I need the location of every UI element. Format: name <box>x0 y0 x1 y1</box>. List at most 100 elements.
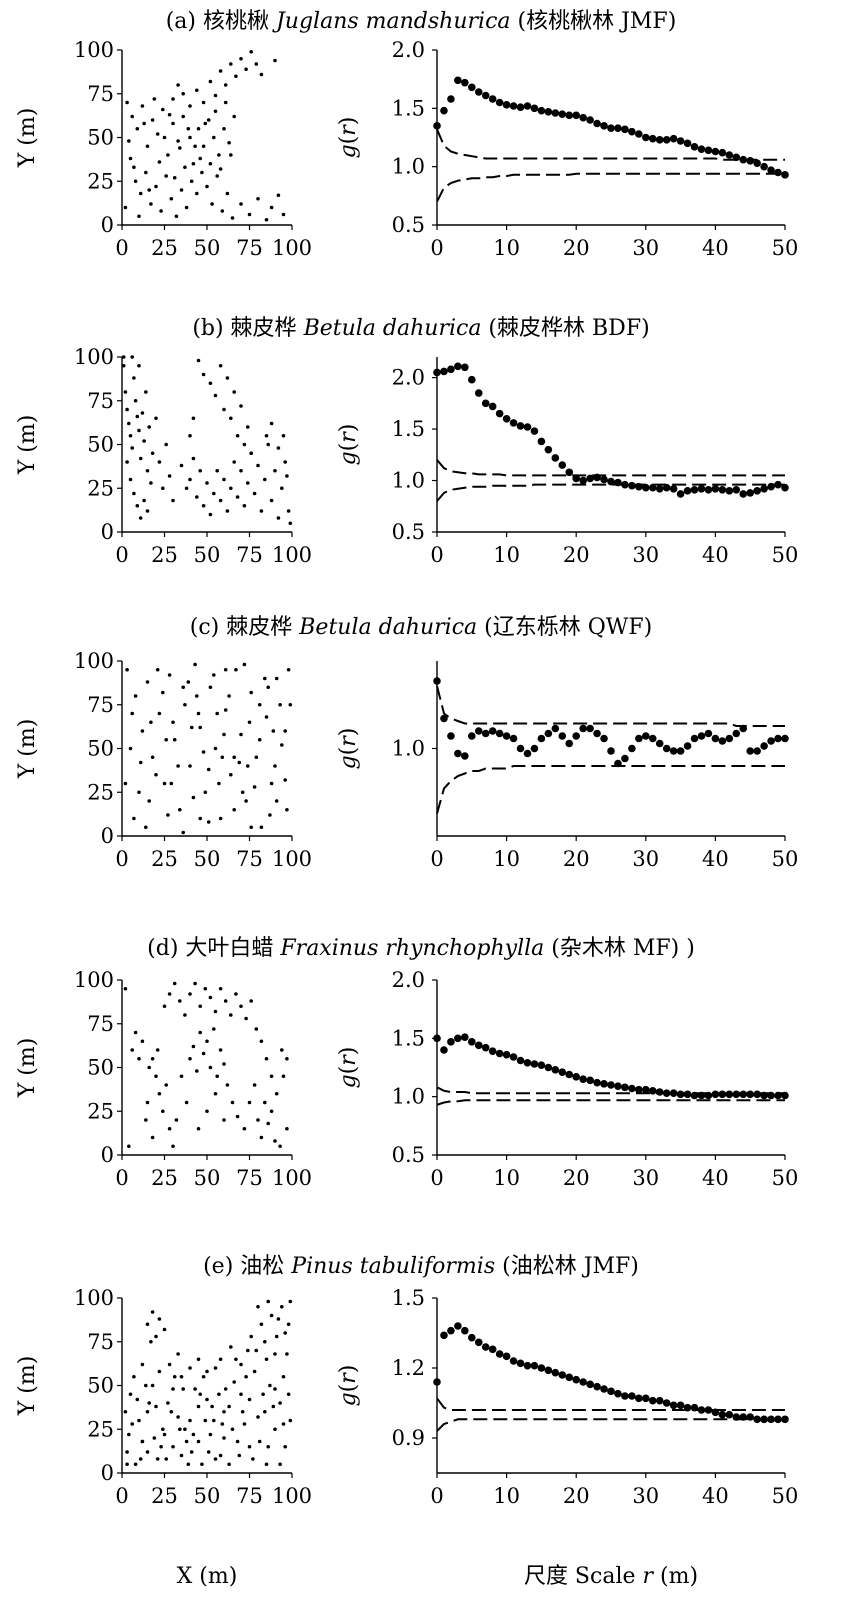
tree-point <box>234 1357 238 1362</box>
tree-point <box>149 720 153 725</box>
gr-observed-point <box>781 1415 789 1424</box>
tree-point <box>239 56 243 61</box>
tree-point <box>213 1091 218 1096</box>
tree-point <box>147 188 151 192</box>
tree-point <box>208 1065 213 1070</box>
tree-point <box>208 512 213 517</box>
tree-point <box>179 1453 184 1458</box>
tree-point <box>213 109 218 114</box>
map-y-axis-label: Y (m) <box>15 719 40 780</box>
gr-observed-point <box>718 485 727 494</box>
tree-point <box>195 191 199 196</box>
tree-point <box>208 1432 213 1437</box>
tree-point <box>188 477 192 482</box>
gr-observed-point <box>474 1338 483 1347</box>
upper-envelope-line <box>436 1397 785 1411</box>
gr-observed-point <box>474 88 483 96</box>
map-y-tick-label: 0 <box>101 824 114 848</box>
map-x-tick-label: 100 <box>272 847 312 871</box>
gr-observed-point <box>586 116 594 124</box>
gr-observed-point <box>481 1043 490 1052</box>
tree-point <box>215 1074 219 1079</box>
gr-observed-point <box>628 481 636 490</box>
gr-observed-point <box>600 1080 608 1088</box>
gr-observed-point <box>572 1073 580 1081</box>
tree-point <box>172 1374 177 1379</box>
tree-point <box>263 1100 267 1105</box>
gr-y-tick-label: 2.0 <box>392 38 425 62</box>
gr-observed-point <box>725 487 734 495</box>
map-x-tick-label: 0 <box>115 847 128 871</box>
tree-point <box>249 451 253 456</box>
tree-point <box>184 486 189 491</box>
gr-x-tick-label: 40 <box>702 1166 729 1190</box>
gr-observed-point <box>767 1091 775 1100</box>
gr-observed-point <box>690 485 699 494</box>
tree-point <box>213 1457 218 1461</box>
gr-observed-point <box>454 362 462 371</box>
gr-x-tick-label: 40 <box>702 543 729 567</box>
tree-point <box>263 477 267 482</box>
gr-observed-point <box>683 1090 692 1099</box>
gr-observed-point <box>468 1333 476 1342</box>
tree-point <box>150 1383 155 1388</box>
gr-observed-point <box>565 111 574 120</box>
tree-point <box>280 1304 284 1309</box>
gr-observed-point <box>593 119 601 128</box>
tree-point <box>232 1380 236 1384</box>
tree-point <box>193 144 197 149</box>
gr-observed-point <box>586 1076 594 1085</box>
gr-y-tick-label: 0.5 <box>392 1143 425 1167</box>
gr-observed-point <box>558 1371 567 1379</box>
tree-point <box>145 1409 150 1414</box>
gr-x-tick-label: 20 <box>563 847 590 871</box>
tree-point <box>147 1401 151 1405</box>
tree-point <box>230 216 235 220</box>
gr-observed-point <box>593 1078 601 1087</box>
map-x-tick-label: 75 <box>236 1484 263 1508</box>
gr-x-tick-label: 0 <box>430 847 443 871</box>
tree-point <box>278 1144 282 1149</box>
tree-point <box>164 1083 168 1087</box>
tree-point <box>220 1422 225 1426</box>
gr-observed-point <box>551 1368 560 1377</box>
tree-point <box>276 446 281 450</box>
tree-point <box>198 1030 202 1035</box>
tree-point <box>229 62 233 66</box>
tree-point <box>222 1062 226 1066</box>
map-x-tick-label: 0 <box>115 543 128 567</box>
gr-x-tick-label: 10 <box>493 1484 520 1508</box>
tree-point <box>266 1121 271 1126</box>
tree-point <box>205 1369 209 1374</box>
tree-point <box>157 160 162 164</box>
gr-observed-point <box>683 1403 692 1412</box>
tree-point <box>195 1069 199 1073</box>
tree-point <box>232 460 236 464</box>
gr-observed-point <box>697 1406 706 1414</box>
tree-point <box>179 188 184 192</box>
gr-observed-point <box>572 111 580 120</box>
gr-y-axis-label: g(r) <box>336 424 361 466</box>
tree-point <box>183 702 187 707</box>
tree-point <box>195 495 199 499</box>
gr-observed-point <box>704 146 713 155</box>
tree-point <box>166 153 170 157</box>
map-y-tick-label: 25 <box>87 1099 114 1123</box>
gr-observed-point <box>774 1415 782 1424</box>
tree-point <box>273 1139 277 1143</box>
tree-point <box>215 174 219 178</box>
tree-point <box>164 737 168 742</box>
gr-observed-point <box>468 375 476 384</box>
map-y-tick-label: 50 <box>87 126 114 150</box>
map-y-tick-label: 25 <box>87 780 114 804</box>
tree-point <box>172 981 177 986</box>
tree-point <box>145 1100 150 1105</box>
tree-point <box>137 1418 141 1423</box>
tree-point <box>276 1317 281 1321</box>
gr-observed-point <box>648 1396 657 1405</box>
gr-observed-point <box>572 1375 580 1384</box>
tree-point <box>157 1317 162 1321</box>
tree-point <box>132 1374 136 1379</box>
tree-point <box>257 1439 262 1444</box>
tree-point <box>144 1118 148 1122</box>
